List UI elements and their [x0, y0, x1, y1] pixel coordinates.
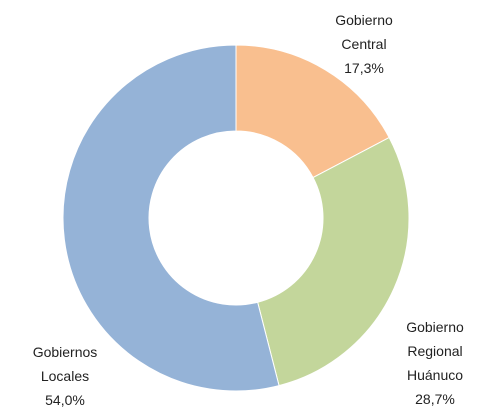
value-label: 17,3%: [344, 60, 384, 76]
category-label: Gobierno Central: [335, 12, 393, 52]
donut-slice: [235, 44, 390, 179]
category-label: Gobierno Regional Huánuco: [406, 319, 464, 383]
value-label: 28,7%: [415, 391, 455, 407]
value-label: 54,0%: [45, 392, 85, 408]
slice-label: Gobierno Regional Huánuco 28,7%: [390, 315, 479, 411]
donut-slice: [257, 136, 410, 387]
slice-label: Gobierno Central 17,3%: [319, 8, 409, 80]
slice-label: Gobiernos Locales 54,0%: [20, 340, 110, 412]
category-label: Gobiernos Locales: [32, 344, 98, 384]
donut-slice: [62, 44, 280, 392]
